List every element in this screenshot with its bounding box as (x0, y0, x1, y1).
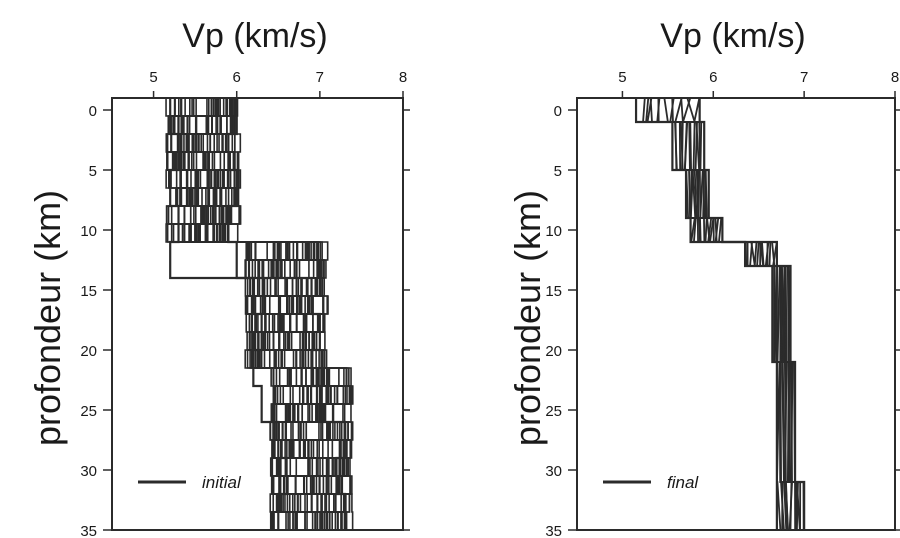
x-tick-label: 7 (316, 69, 324, 86)
ensemble-profile (649, 97, 788, 531)
y-tick-label: 10 (80, 223, 97, 240)
x-axis-title: Vp (km/s) (182, 17, 327, 55)
x-tick-label: 6 (233, 69, 241, 86)
legend-label: initial (202, 473, 242, 492)
plot-frame (111, 97, 404, 531)
x-tick-label: 6 (709, 69, 717, 86)
legend-label: final (667, 473, 699, 492)
panel-initial: Vp (km/s) profondeur (km) 5 6 7 8 0 5 10 15 20 25… (27, 17, 410, 538)
x-tick-label: 8 (891, 69, 899, 86)
ensemble-profile (184, 98, 341, 530)
ensemble-profile (657, 97, 789, 531)
x-tick-label: 7 (800, 69, 808, 86)
y-tick-label: 30 (80, 463, 97, 480)
y-tick-label: 0 (554, 103, 562, 120)
x-axis-title: Vp (km/s) (660, 17, 805, 55)
plot-frame (576, 97, 896, 531)
series-line (698, 98, 806, 530)
y-tick-label: 25 (545, 403, 562, 420)
y-tick-label: 15 (545, 283, 562, 300)
ensemble-profile (646, 97, 785, 531)
y-tick-label: 20 (545, 343, 562, 360)
y-tick-label: 35 (545, 523, 562, 538)
panel-final: Vp (km/s) profondeur (km) 5 6 7 8 0 5 10 15 20 25… (507, 17, 900, 538)
y-tick-label: 20 (80, 343, 97, 360)
y-axis-title: profondeur (km) (507, 190, 548, 446)
y-tick-label: 10 (545, 223, 562, 240)
y-tick-label: 35 (80, 523, 97, 538)
series-line (169, 98, 288, 530)
y-tick-label: 25 (80, 403, 97, 420)
x-tick-label: 8 (399, 69, 407, 86)
series-line (227, 98, 346, 530)
y-tick-label: 0 (89, 103, 97, 120)
y-axis-title: profondeur (km) (27, 190, 68, 446)
x-tick-label: 5 (618, 69, 626, 86)
y-tick-label: 5 (89, 163, 97, 180)
y-tick-label: 5 (554, 163, 562, 180)
x-tick-label: 5 (149, 69, 157, 86)
y-tick-label: 15 (80, 283, 97, 300)
ensemble-profile (645, 97, 784, 531)
ensemble-profile (642, 97, 782, 531)
y-tick-label: 30 (545, 463, 562, 480)
series-line (634, 98, 778, 530)
